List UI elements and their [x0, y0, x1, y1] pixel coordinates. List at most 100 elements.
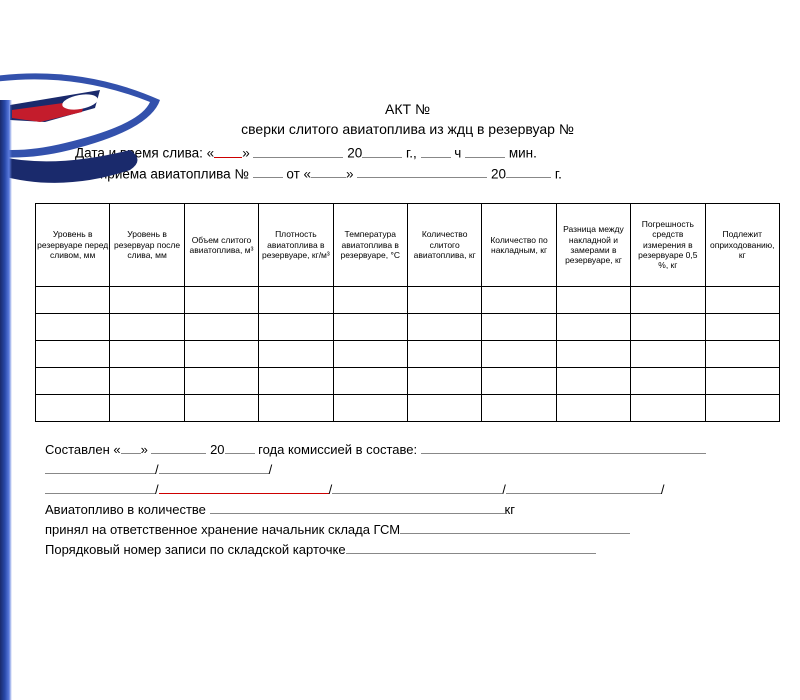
col-header-4: Температура авиатоплива в резервуаре, °С [333, 203, 407, 286]
footer-line4: принял на ответственное хранение начальн… [45, 520, 780, 540]
blank-sig6[interactable] [506, 480, 661, 494]
cell[interactable] [705, 367, 779, 394]
blank-sig1[interactable] [45, 460, 155, 474]
cell[interactable] [259, 313, 333, 340]
cell[interactable] [556, 394, 630, 421]
footer-line5: Порядковый номер записи по складской кар… [45, 540, 780, 560]
footer-line3: Авиатопливо в количестве кг [45, 500, 780, 520]
cell[interactable] [36, 340, 110, 367]
table-row [36, 367, 780, 394]
footer-line1: Составлен «» 20 года комиссией в составе… [45, 440, 780, 460]
cell[interactable] [184, 367, 258, 394]
col-header-3: Плотность авиатоплива в резервуаре, кг/м… [259, 203, 333, 286]
meta-line1: Дата и время слива: «» 20 г., ч мин. [75, 143, 780, 164]
title-block: АКТ № сверки слитого авиатоплива из ждц … [35, 100, 780, 139]
meta-line2: Акт приема авиатоплива № от «» 20 г. [75, 164, 780, 185]
col-header-8: Погрешность средств измерения в резервуа… [631, 203, 705, 286]
cell[interactable] [110, 340, 184, 367]
cell[interactable] [333, 394, 407, 421]
blank-month[interactable] [253, 143, 343, 158]
blank-act-no[interactable] [253, 164, 283, 179]
blank-hour[interactable] [421, 143, 451, 158]
cell[interactable] [110, 394, 184, 421]
cell[interactable] [631, 367, 705, 394]
cell[interactable] [259, 286, 333, 313]
blank-commission1[interactable] [421, 440, 706, 454]
cell[interactable] [333, 340, 407, 367]
blank-month2[interactable] [357, 164, 487, 179]
cell[interactable] [631, 394, 705, 421]
cell[interactable] [333, 367, 407, 394]
cell[interactable] [36, 394, 110, 421]
cell[interactable] [556, 286, 630, 313]
table-row [36, 394, 780, 421]
cell[interactable] [631, 340, 705, 367]
table-header-row: Уровень в резервуаре перед сливом, ммУро… [36, 203, 780, 286]
cell[interactable] [407, 367, 481, 394]
cell[interactable] [705, 286, 779, 313]
col-header-7: Разница между накладной и замерами в рез… [556, 203, 630, 286]
table-row [36, 340, 780, 367]
cell[interactable] [259, 340, 333, 367]
blank-year[interactable] [362, 143, 402, 158]
blank-card-no[interactable] [346, 540, 596, 554]
cell[interactable] [259, 367, 333, 394]
blank-day2[interactable] [311, 164, 346, 179]
cell[interactable] [482, 394, 556, 421]
blank-f-day[interactable] [121, 440, 141, 454]
blank-qty[interactable] [210, 500, 505, 514]
blank-f-year[interactable] [225, 440, 255, 454]
blank-sig5[interactable] [332, 480, 502, 494]
blank-sig2[interactable] [159, 460, 269, 474]
cell[interactable] [407, 340, 481, 367]
cell[interactable] [407, 394, 481, 421]
col-header-9: Подлежит оприходованию, кг [705, 203, 779, 286]
col-header-0: Уровень в резервуаре перед сливом, мм [36, 203, 110, 286]
cell[interactable] [705, 394, 779, 421]
cell[interactable] [36, 313, 110, 340]
col-header-2: Объем слитого авиатоплива, м³ [184, 203, 258, 286]
cell[interactable] [36, 367, 110, 394]
cell[interactable] [556, 367, 630, 394]
cell[interactable] [482, 313, 556, 340]
blank-chief[interactable] [400, 520, 630, 534]
cell[interactable] [482, 340, 556, 367]
cell[interactable] [184, 394, 258, 421]
table-row [36, 313, 780, 340]
cell[interactable] [184, 340, 258, 367]
blank-day[interactable] [214, 143, 242, 158]
cell[interactable] [333, 313, 407, 340]
cell[interactable] [110, 286, 184, 313]
blank-year2[interactable] [506, 164, 551, 179]
cell[interactable] [36, 286, 110, 313]
cell[interactable] [705, 340, 779, 367]
cell[interactable] [259, 394, 333, 421]
cell[interactable] [110, 313, 184, 340]
cell[interactable] [407, 286, 481, 313]
col-header-6: Количество по накладным, кг [482, 203, 556, 286]
cell[interactable] [705, 313, 779, 340]
cell[interactable] [556, 313, 630, 340]
cell[interactable] [482, 367, 556, 394]
footer-block: Составлен «» 20 года комиссией в составе… [45, 440, 780, 561]
cell[interactable] [631, 313, 705, 340]
cell[interactable] [184, 286, 258, 313]
document-content: АКТ № сверки слитого авиатоплива из ждц … [35, 100, 780, 561]
col-header-1: Уровень в резервуар после слива, мм [110, 203, 184, 286]
col-header-5: Количество слитого авиатоплива, кг [407, 203, 481, 286]
side-gradient [0, 100, 12, 700]
cell[interactable] [631, 286, 705, 313]
cell[interactable] [556, 340, 630, 367]
cell[interactable] [482, 286, 556, 313]
blank-sig4[interactable] [159, 480, 329, 494]
blank-min[interactable] [465, 143, 505, 158]
cell[interactable] [333, 286, 407, 313]
cell[interactable] [407, 313, 481, 340]
meta-block: Дата и время слива: «» 20 г., ч мин. Акт… [75, 143, 780, 185]
blank-f-month[interactable] [151, 440, 206, 454]
cell[interactable] [184, 313, 258, 340]
blank-sig3[interactable] [45, 480, 155, 494]
footer-line2: // [45, 460, 780, 480]
title-line1: АКТ № [35, 100, 780, 120]
cell[interactable] [110, 367, 184, 394]
